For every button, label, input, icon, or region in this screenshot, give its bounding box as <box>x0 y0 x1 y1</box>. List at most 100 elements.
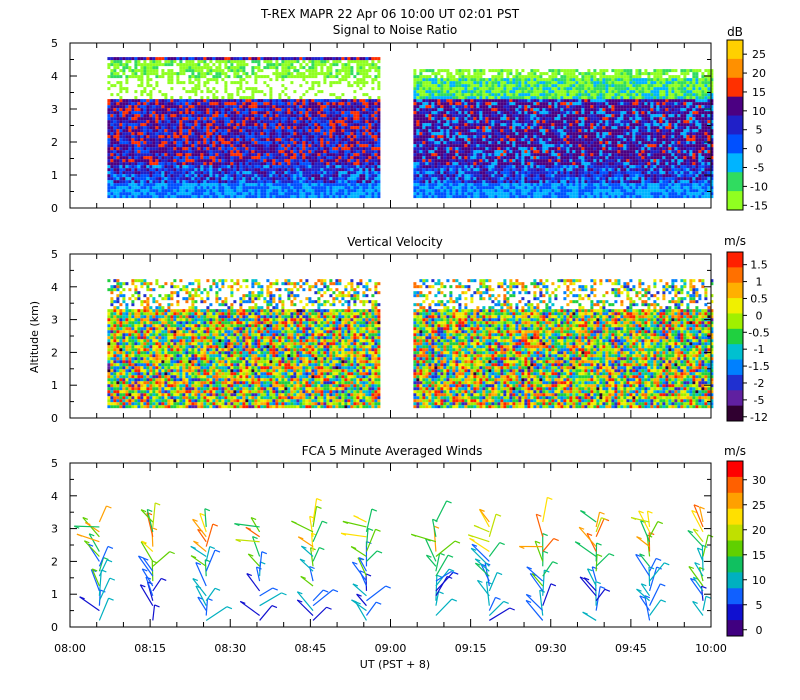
heatmap-cell <box>434 129 438 133</box>
heatmap-cell <box>314 141 318 145</box>
heatmap-cell <box>347 150 351 154</box>
heatmap-cell <box>287 120 291 124</box>
heatmap-cell <box>317 192 321 196</box>
heatmap-cell <box>248 192 252 196</box>
heatmap-cell <box>482 186 486 190</box>
heatmap-cell <box>353 156 357 160</box>
heatmap-cell <box>263 117 267 121</box>
heatmap-cell <box>374 138 378 142</box>
heatmap-cell <box>137 150 141 154</box>
heatmap-cell <box>242 60 246 64</box>
heatmap-cell <box>491 102 495 106</box>
heatmap-cell <box>305 195 309 199</box>
heatmap-cell <box>209 108 213 112</box>
heatmap-cell <box>287 168 291 172</box>
heatmap-cell <box>113 129 117 133</box>
heatmap-cell <box>317 102 321 106</box>
heatmap-cell <box>140 156 144 160</box>
heatmap-cell <box>362 135 366 139</box>
heatmap-cell <box>227 114 231 118</box>
heatmap-cell <box>176 177 180 181</box>
heatmap-cell <box>212 93 216 97</box>
heatmap-cell <box>281 165 285 169</box>
heatmap-cell <box>158 111 162 115</box>
heatmap-cell <box>479 123 483 127</box>
heatmap-cell <box>467 72 471 76</box>
heatmap-cell <box>281 144 285 148</box>
heatmap-cell <box>206 195 210 199</box>
heatmap-cell <box>125 108 129 112</box>
heatmap-cell <box>464 99 468 103</box>
heatmap-cell <box>362 102 366 106</box>
heatmap-cell <box>257 120 261 124</box>
heatmap-cell <box>131 138 135 142</box>
heatmap-cell <box>461 189 465 193</box>
heatmap-cell <box>239 126 243 130</box>
heatmap-cell <box>425 75 429 79</box>
heatmap-cell <box>479 90 483 94</box>
heatmap-cell <box>233 153 237 157</box>
heatmap-cell <box>107 156 111 160</box>
heatmap-cell <box>491 192 495 196</box>
heatmap-cell <box>206 108 210 112</box>
heatmap-cell <box>248 165 252 169</box>
heatmap-cell <box>320 66 324 70</box>
heatmap-cell <box>473 168 477 172</box>
heatmap-cell <box>449 192 453 196</box>
heatmap-cell <box>377 129 381 133</box>
heatmap-cell <box>134 141 138 145</box>
heatmap-cell <box>266 186 270 190</box>
heatmap-cell <box>284 120 288 124</box>
heatmap-cell <box>140 153 144 157</box>
heatmap-cell <box>449 195 453 199</box>
heatmap-cell <box>209 57 213 61</box>
heatmap-cell <box>443 78 447 82</box>
heatmap-cell <box>344 159 348 163</box>
heatmap-cell <box>245 114 249 118</box>
heatmap-cell <box>230 144 234 148</box>
heatmap-cell <box>320 114 324 118</box>
heatmap-cell <box>464 141 468 145</box>
heatmap-cell <box>290 81 294 85</box>
heatmap-cell <box>206 138 210 142</box>
heatmap-cell <box>491 123 495 127</box>
heatmap-cell <box>329 138 333 142</box>
heatmap-cell <box>197 189 201 193</box>
heatmap-cell <box>362 66 366 70</box>
heatmap-cell <box>188 99 192 103</box>
heatmap-cell <box>128 147 132 151</box>
heatmap-cell <box>467 180 471 184</box>
heatmap-cell <box>227 177 231 181</box>
heatmap-cell <box>164 96 168 100</box>
heatmap-cell <box>194 66 198 70</box>
heatmap-cell <box>446 144 450 148</box>
heatmap-cell <box>329 174 333 178</box>
heatmap-cell <box>134 171 138 175</box>
heatmap-cell <box>287 150 291 154</box>
heatmap-cell <box>137 84 141 88</box>
heatmap-cell <box>416 138 420 142</box>
heatmap-cell <box>470 132 474 136</box>
heatmap-cell <box>209 120 213 124</box>
heatmap-cell <box>173 156 177 160</box>
heatmap-cell <box>233 135 237 139</box>
heatmap-cell <box>236 126 240 130</box>
heatmap-cell <box>335 150 339 154</box>
heatmap-cell <box>374 120 378 124</box>
heatmap-cell <box>500 117 504 121</box>
heatmap-cell <box>254 135 258 139</box>
heatmap-cell <box>434 192 438 196</box>
heatmap-cell <box>161 189 165 193</box>
heatmap-cell <box>221 117 225 121</box>
heatmap-cell <box>500 99 504 103</box>
heatmap-cell <box>341 150 345 154</box>
heatmap-cell <box>329 114 333 118</box>
heatmap-cell <box>368 195 372 199</box>
heatmap-cell <box>167 99 171 103</box>
heatmap-cell <box>440 186 444 190</box>
heatmap-cell <box>347 111 351 115</box>
heatmap-cell <box>224 129 228 133</box>
heatmap-cell <box>248 162 252 166</box>
heatmap-cell <box>128 183 132 187</box>
heatmap-cell <box>371 138 375 142</box>
